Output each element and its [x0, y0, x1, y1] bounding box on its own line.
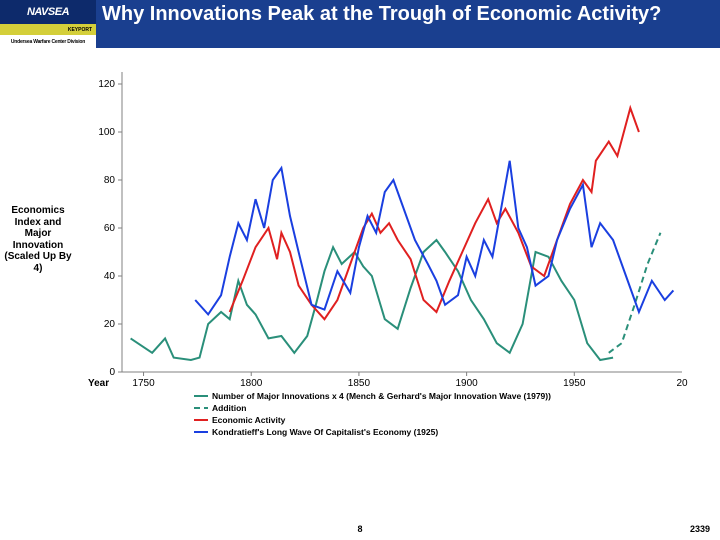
legend-addition: Addition [212, 403, 246, 413]
svg-text:40: 40 [104, 271, 116, 282]
series-kondratieff [195, 161, 673, 315]
series-innovations [131, 240, 613, 360]
legend-kondratieff: Kondratieff's Long Wave Of Capitalist's … [212, 427, 438, 437]
svg-text:80: 80 [104, 175, 116, 186]
svg-text:1750: 1750 [132, 378, 155, 389]
chart-area: Economics Index and Major Innovation (Sc… [0, 60, 720, 490]
logo-top-text: NAVSEA [27, 6, 69, 18]
svg-text:60: 60 [104, 223, 116, 234]
legend-economic-activity: Economic Activity [212, 415, 286, 425]
svg-text:1950: 1950 [563, 378, 586, 389]
svg-text:120: 120 [98, 79, 115, 90]
header: NAVSEA KEYPORT Undersea Warfare Center D… [0, 0, 720, 48]
svg-text:0: 0 [109, 367, 115, 378]
page-number: 8 [357, 524, 362, 534]
svg-text:1850: 1850 [348, 378, 371, 389]
logo-bot-text: Undersea Warfare Center Division [11, 39, 85, 45]
series-economic-activity [230, 108, 639, 319]
page-title: Why Innovations Peak at the Trough of Ec… [96, 0, 720, 48]
y-axis-label: Economics Index and Major Innovation (Sc… [4, 205, 72, 274]
svg-text:1900: 1900 [455, 378, 478, 389]
footer-code: 2339 [690, 524, 710, 534]
logo-mid-text: KEYPORT [68, 27, 92, 33]
legend-innovations: Number of Major Innovations x 4 (Mench &… [212, 391, 551, 401]
line-chart: 0 20 40 60 80 100 120 1750 1800 1850 1900 1950 20 Yea… [72, 60, 712, 460]
svg-text:1800: 1800 [240, 378, 263, 389]
navsea-logo: NAVSEA KEYPORT Undersea Warfare Center D… [0, 0, 96, 48]
svg-text:20: 20 [676, 378, 688, 389]
svg-text:Year: Year [88, 378, 109, 389]
svg-text:100: 100 [98, 127, 115, 138]
svg-text:20: 20 [104, 319, 116, 330]
